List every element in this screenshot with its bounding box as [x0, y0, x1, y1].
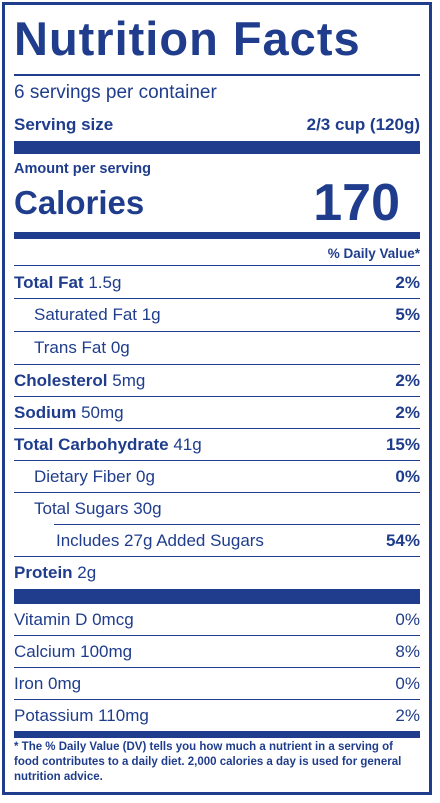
divider — [14, 428, 420, 429]
vitamin-name: Potassium 110mg — [14, 705, 149, 725]
nutrient-row-total-carbohydrate: Total Carbohydrate 41g 15% — [14, 429, 420, 460]
label-title: Nutrition Facts — [14, 12, 361, 65]
medium-divider — [14, 232, 420, 239]
nutrient-amount: 50mg — [81, 402, 124, 422]
nutrient-dv: 15% — [385, 434, 420, 454]
nutrient-name: Protein — [14, 562, 73, 582]
serving-size-row: Serving size 2/3 cup (120g) — [14, 114, 420, 136]
nutrient-row-added-sugars: Includes 27g Added Sugars 54% — [14, 525, 420, 556]
thick-divider — [14, 589, 420, 604]
divider — [14, 331, 420, 332]
divider — [14, 74, 420, 76]
nutrient-name: Total Fat — [14, 272, 84, 292]
servings-per-container: 6 servings per container — [14, 82, 217, 103]
thick-divider — [14, 141, 420, 154]
serving-size-label: Serving size — [14, 115, 114, 134]
nutrient-row-total-fat: Total Fat 1.5g 2% — [14, 267, 420, 298]
divider — [14, 556, 420, 557]
nutrient-dv: 2% — [395, 272, 420, 292]
serving-size-value: 2/3 cup (120g) — [306, 115, 420, 134]
nutrient-row-cholesterol: Cholesterol 5mg 2% — [14, 365, 420, 396]
vitamin-row-iron: Iron 0mg 0% — [14, 668, 420, 699]
nutrient-amount: 41g — [173, 434, 202, 454]
nutrient-row-sodium: Sodium 50mg 2% — [14, 397, 420, 428]
nutrient-name: Saturated Fat 1g — [34, 305, 161, 324]
divider — [14, 635, 420, 636]
nutrient-amount: 5mg — [112, 370, 146, 390]
nutrient-name: Sodium — [14, 402, 77, 422]
divider — [14, 667, 420, 668]
calories-label: Calories — [14, 184, 145, 221]
divider — [14, 460, 420, 461]
amount-per-serving: Amount per serving — [14, 161, 151, 177]
nutrient-name: Dietary Fiber 0g — [34, 466, 155, 486]
nutrition-facts-label: Nutrition Facts 6 servings per container… — [2, 2, 432, 795]
calories-value: 170 — [313, 174, 400, 232]
calories-row: Calories 170 — [14, 174, 420, 232]
nutrient-row-saturated-fat: Saturated Fat 1g 5% — [14, 299, 420, 331]
divider — [14, 364, 420, 365]
nutrient-dv: 0% — [395, 466, 420, 486]
medium-divider — [14, 731, 420, 738]
vitamin-dv: 8% — [395, 641, 420, 661]
nutrient-dv: 54% — [385, 530, 420, 550]
divider — [54, 524, 420, 525]
nutrient-row-dietary-fiber: Dietary Fiber 0g 0% — [14, 461, 420, 492]
nutrient-amount: 2g — [77, 562, 97, 582]
nutrient-name: Total Carbohydrate — [14, 434, 169, 454]
nutrient-name: Trans Fat 0g — [34, 338, 130, 357]
divider — [14, 492, 420, 493]
vitamin-row-calcium: Calcium 100mg 8% — [14, 636, 420, 667]
divider — [14, 699, 420, 700]
vitamin-row-vitamin-d: Vitamin D 0mcg 0% — [14, 604, 420, 635]
nutrient-name: Cholesterol — [14, 370, 108, 390]
nutrient-name: Includes 27g Added Sugars — [56, 530, 264, 550]
nutrient-name: Total Sugars 30g — [34, 498, 162, 518]
nutrient-row-trans-fat: Trans Fat 0g — [14, 332, 420, 364]
vitamin-row-potassium: Potassium 110mg 2% — [14, 700, 420, 731]
vitamin-dv: 2% — [395, 705, 420, 725]
nutrient-dv: 2% — [395, 370, 420, 390]
divider — [14, 396, 420, 397]
divider — [14, 298, 420, 299]
vitamin-name: Calcium 100mg — [14, 641, 133, 661]
nutrient-dv: 2% — [395, 402, 420, 422]
nutrient-row-total-sugars: Total Sugars 30g — [14, 493, 420, 524]
vitamin-name: Iron 0mg — [14, 673, 82, 693]
vitamin-name: Vitamin D 0mcg — [14, 609, 134, 629]
footnote: * The % Daily Value (DV) tells you how m… — [14, 741, 402, 783]
nutrient-dv: 5% — [395, 305, 420, 324]
divider — [14, 265, 420, 266]
vitamin-dv: 0% — [395, 673, 420, 693]
vitamin-dv: 0% — [395, 609, 420, 629]
daily-value-header: % Daily Value* — [327, 245, 420, 261]
nutrient-row-protein: Protein 2g — [14, 557, 420, 588]
nutrient-amount: 1.5g — [88, 272, 122, 292]
